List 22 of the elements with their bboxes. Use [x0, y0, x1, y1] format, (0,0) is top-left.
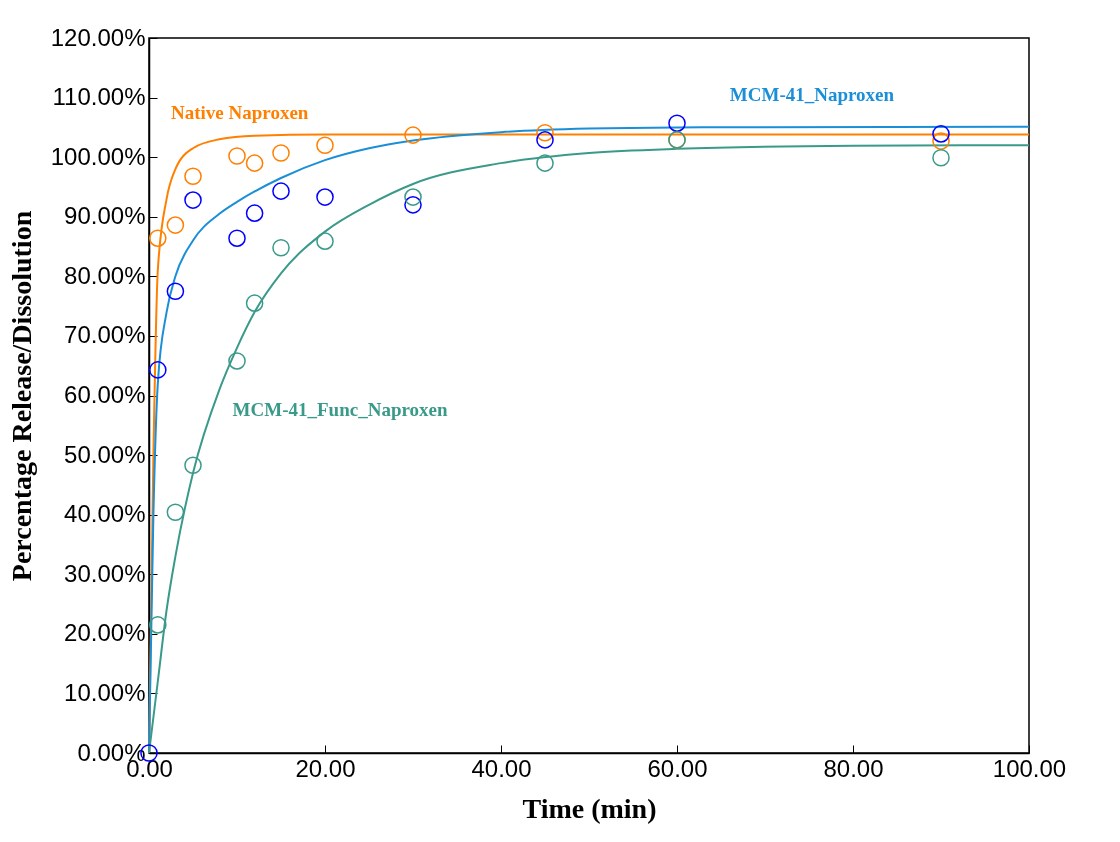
x-tick-label: 80.00: [823, 754, 884, 782]
y-axis-title: Percentage Release/Dissolution: [5, 210, 37, 582]
y-tick-label: 80.00%: [64, 261, 146, 289]
annotation: MCM-41_Func_Naproxen: [232, 398, 448, 420]
y-tick-label: 110.00%: [52, 83, 146, 111]
y-tick-label: 40.00%: [64, 500, 146, 528]
x-axis-title: Time (min): [522, 792, 657, 824]
y-tick-label: 100.00%: [50, 142, 146, 170]
x-tick-label: 100.00: [992, 754, 1067, 782]
x-tick-label: 40.00: [471, 754, 532, 782]
y-tick-label: 10.00%: [64, 678, 146, 706]
x-tick-label: 60.00: [647, 754, 708, 782]
y-tick-label: 120.00%: [50, 23, 146, 51]
y-tick-label: 70.00%: [64, 321, 146, 349]
y-tick-label: 90.00%: [64, 202, 146, 230]
y-tick-label: 60.00%: [64, 381, 146, 408]
y-tick-label: 30.00%: [64, 559, 146, 587]
y-tick-label: 50.00%: [64, 440, 146, 468]
annotation: MCM-41_Naproxen: [729, 84, 895, 106]
x-tick-label: 20.00: [295, 754, 356, 782]
y-tick-label: 20.00%: [64, 619, 146, 647]
annotation: Native Naproxen: [171, 102, 309, 124]
